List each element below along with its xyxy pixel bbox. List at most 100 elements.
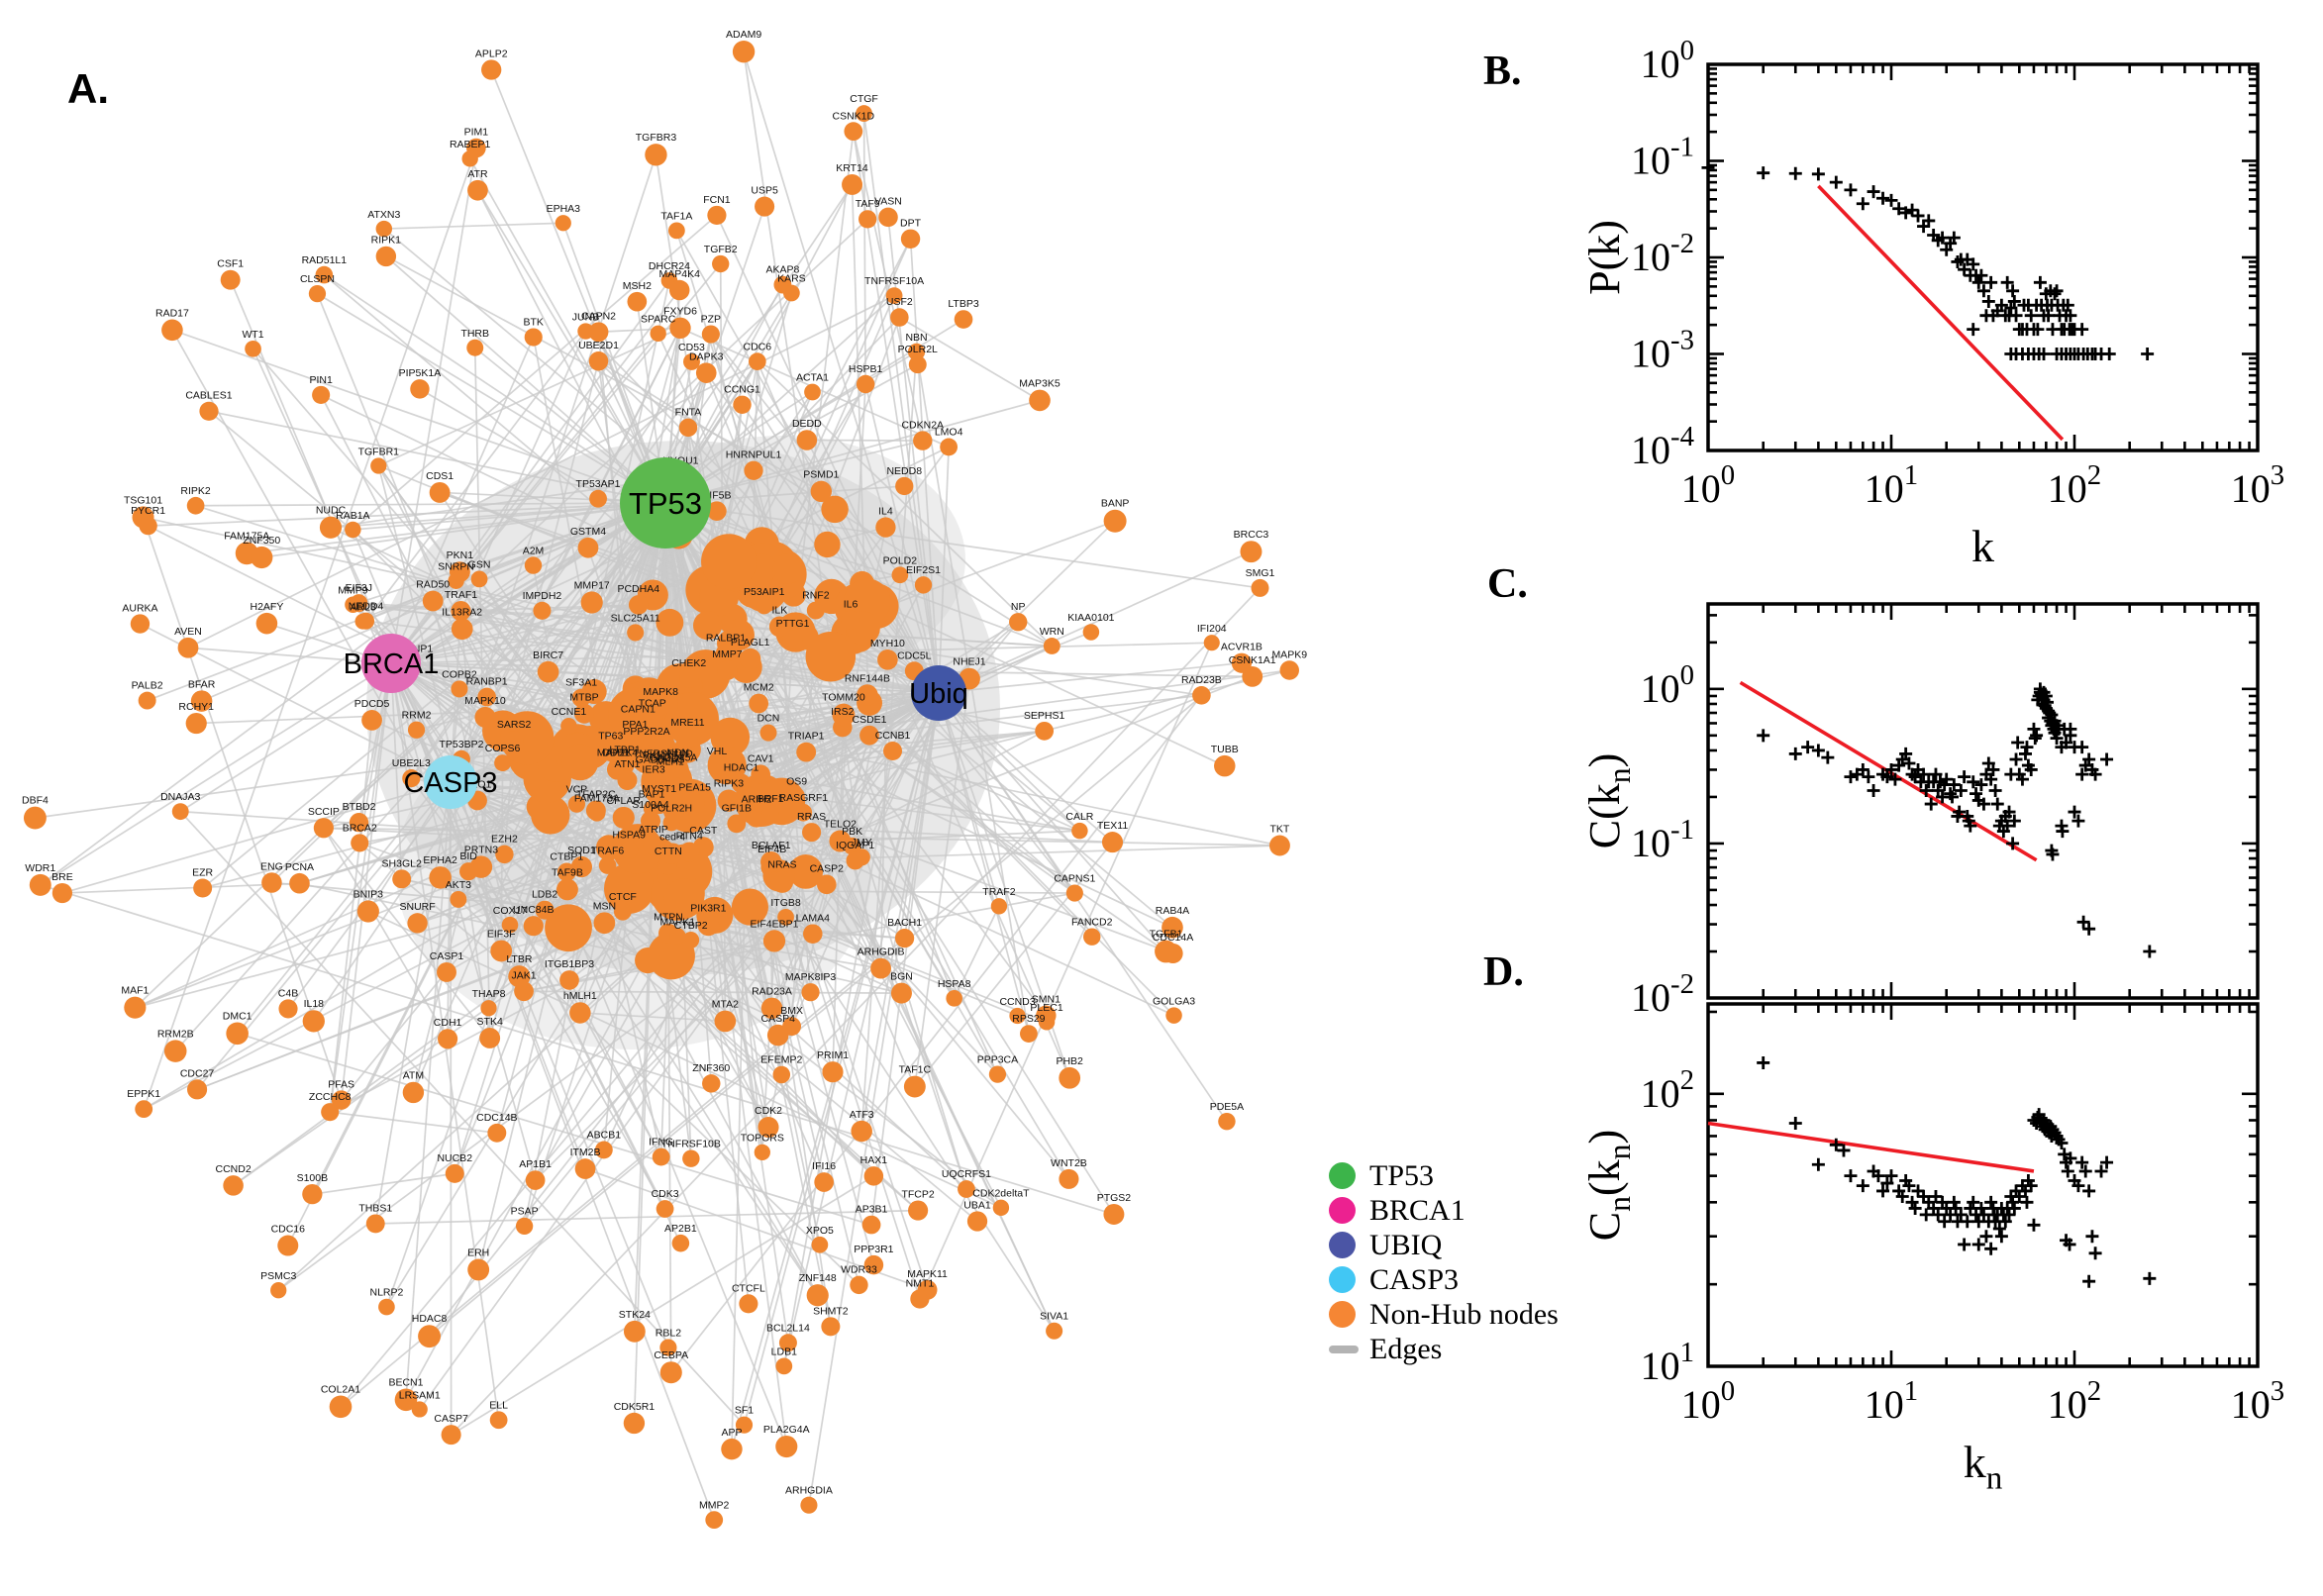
- network-node-label: POLD2: [883, 554, 918, 566]
- network-node: [361, 710, 382, 731]
- network-node-label: SMG1: [1246, 567, 1275, 579]
- network-edge: [454, 766, 618, 1174]
- network-node-label: PIM1: [464, 127, 489, 139]
- network-node: [684, 793, 705, 813]
- network-node: [875, 517, 896, 538]
- network-node: [822, 1061, 844, 1083]
- network-node-label: PPA1: [622, 719, 648, 731]
- network-node-label: RABEP1: [450, 139, 491, 150]
- network-node: [438, 1029, 458, 1049]
- network-node-label: P53AIP1: [744, 586, 785, 598]
- network-node-label: THRB: [460, 328, 489, 340]
- network-node: [451, 618, 473, 641]
- network-node: [613, 902, 632, 921]
- network-node-label: CAST: [689, 825, 718, 837]
- network-node-label: BMX: [780, 1005, 803, 1017]
- network-node-label: BAP1: [639, 789, 665, 801]
- network-node-label: KIAA0101: [1067, 612, 1114, 624]
- network-node-label: MYH10: [870, 638, 905, 649]
- network-node: [733, 395, 752, 414]
- network-node-label: DNAJA3: [160, 791, 200, 803]
- network-node-label: AP1B1: [519, 1158, 552, 1170]
- network-node: [593, 912, 616, 935]
- network-node-label: ARIH2: [742, 793, 772, 805]
- network-edge: [898, 316, 1041, 402]
- data-point: [1979, 309, 1993, 323]
- network-node: [645, 775, 662, 793]
- network-node-label: UBA1: [963, 1199, 991, 1211]
- network-node: [671, 1234, 690, 1252]
- network-node: [803, 924, 823, 944]
- network-node: [508, 965, 531, 988]
- network-node: [650, 325, 666, 342]
- network-node: [727, 814, 747, 834]
- network-node: [761, 805, 779, 823]
- network-edge: [142, 517, 343, 1101]
- network-node-label: DPT: [900, 218, 922, 230]
- network-edge: [703, 830, 1080, 848]
- network-node-label: CDK2: [755, 1105, 782, 1117]
- network-node-label: ced-4: [659, 831, 685, 843]
- network-node-label: PIK3R1: [690, 903, 726, 915]
- network-node: [627, 291, 648, 312]
- network-edge: [134, 775, 661, 1009]
- data-point: [1829, 175, 1843, 189]
- network-node: [667, 222, 685, 240]
- network-node: [650, 794, 669, 815]
- network-edge: [323, 273, 666, 504]
- network-node-label: CEBPA: [654, 1349, 688, 1361]
- network-edge: [938, 692, 1080, 832]
- network-node-label: TAF1A: [660, 210, 692, 222]
- network-node-label: TP53AP1: [576, 478, 621, 490]
- network-node: [161, 319, 183, 342]
- network-node-label: IL4: [878, 505, 893, 517]
- network-edge: [476, 189, 666, 504]
- network-edge: [842, 726, 1166, 952]
- network-edge: [358, 662, 392, 844]
- network-node: [1103, 1203, 1125, 1225]
- x-axis-tick-label: 100: [1681, 1375, 1735, 1427]
- data-point: [1844, 183, 1858, 197]
- network-node: [907, 343, 926, 361]
- network-node-label: MAPK8: [643, 686, 678, 698]
- panel-label-b: B.: [1483, 49, 1522, 94]
- y-axis-label: P(k): [1580, 220, 1629, 295]
- network-node: [349, 812, 369, 833]
- network-node: [744, 460, 763, 480]
- network-node: [245, 340, 261, 357]
- network-node-label: MAF1: [121, 985, 149, 997]
- network-edge: [390, 502, 666, 664]
- network-node-label: WRN: [1040, 626, 1064, 638]
- panel-label-c: C.: [1487, 561, 1528, 607]
- network-node-label: BIRC7: [533, 649, 563, 661]
- data-point: [1757, 166, 1770, 180]
- network-node: [890, 308, 909, 327]
- network-node: [351, 834, 369, 852]
- network-node: [885, 287, 903, 304]
- network-edge: [707, 924, 812, 993]
- data-point: [1961, 1215, 1974, 1229]
- network-edge: [61, 882, 300, 894]
- network-node-label: GADD45G: [636, 753, 685, 765]
- network-node-label: MRE11: [670, 717, 704, 729]
- x-axis-tick-label: 101: [1865, 1375, 1918, 1427]
- data-point: [1938, 1215, 1952, 1229]
- network-node: [683, 352, 700, 370]
- network-edge: [938, 692, 1114, 844]
- network-node-label: SMN1: [1032, 994, 1060, 1006]
- network-node: [775, 1435, 798, 1458]
- network-node-label: NP: [1011, 601, 1026, 613]
- network-node: [139, 516, 157, 536]
- network-node: [365, 1214, 385, 1234]
- network-node: [594, 1141, 613, 1159]
- network-edge: [832, 715, 845, 1072]
- network-node-label: AVEN: [174, 626, 202, 638]
- network-edge: [806, 439, 923, 442]
- data-point: [1884, 193, 1898, 207]
- network-edge: [371, 719, 462, 760]
- network-node-label: A2M: [523, 545, 545, 556]
- network-node-label: VASN: [874, 196, 902, 208]
- network-node-label: EFEMP2: [760, 1054, 802, 1066]
- network-node-label: WDR1: [25, 862, 55, 874]
- network-node: [817, 874, 837, 895]
